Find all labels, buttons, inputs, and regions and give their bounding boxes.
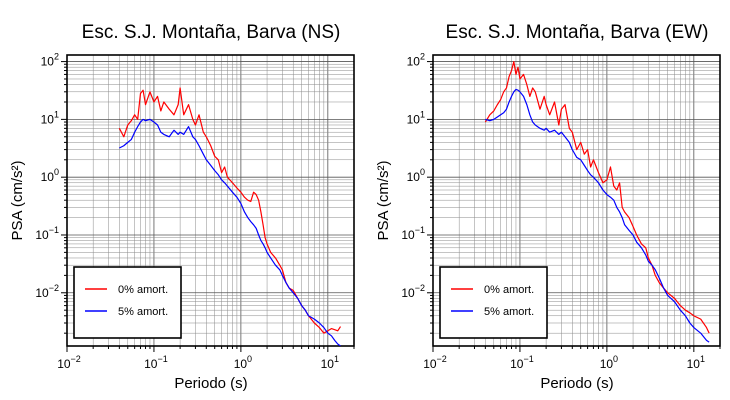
legend: 0% amort. 5% amort.	[73, 266, 182, 339]
series-line-0pct	[484, 60, 710, 334]
series-line-5pct	[119, 118, 341, 346]
x-tick-label: 10−1	[510, 354, 534, 371]
y-tick-label: 10−2	[401, 283, 425, 300]
chart-title: Esc. S.J. Montaña, Barva (EW)	[446, 22, 709, 43]
y-tick-label: 10−2	[35, 283, 59, 300]
x-tick-label: 100	[600, 354, 618, 371]
x-axis-label: Periodo (s)	[174, 375, 247, 392]
y-tick-label: 102	[41, 52, 59, 69]
series-group	[484, 60, 710, 343]
y-axis-label: PSA (cm/s²)	[9, 160, 26, 240]
y-tick-label: 10−1	[35, 225, 59, 242]
chart-panel-ew: Esc. S.J. Montaña, Barva (EW) 10−2 10−1 100…	[375, 22, 721, 392]
x-axis-label: Periodo (s)	[540, 375, 613, 392]
x-tick-label: 101	[321, 354, 339, 371]
y-tick-label: 100	[407, 167, 425, 184]
x-tick-label: 101	[687, 354, 705, 371]
series-group	[118, 87, 342, 346]
legend-label: 0% amort.	[484, 284, 534, 296]
x-tick-label: 10−1	[144, 354, 168, 371]
y-tick-label: 102	[407, 52, 425, 69]
x-tick-label: 10−2	[57, 354, 81, 371]
y-tick-label: 100	[41, 167, 59, 184]
legend: 0% amort. 5% amort.	[439, 266, 548, 339]
series-line-5pct	[485, 88, 710, 343]
x-tick-label: 100	[234, 354, 252, 371]
y-tick-label: 101	[41, 109, 59, 126]
chart-title: Esc. S.J. Montaña, Barva (NS)	[82, 22, 341, 43]
legend-label: 5% amort.	[118, 306, 168, 318]
legend-label: 5% amort.	[484, 306, 534, 318]
y-tick-label: 10−1	[401, 225, 425, 242]
x-tick-label: 10−2	[423, 354, 447, 371]
chart-panel-ns: Esc. S.J. Montaña, Barva (NS) 10−2 10−1 100…	[9, 22, 355, 392]
y-axis-label: PSA (cm/s²)	[375, 160, 392, 240]
legend-box	[439, 266, 548, 339]
y-tick-label: 101	[407, 109, 425, 126]
legend-box	[73, 266, 182, 339]
legend-label: 0% amort.	[118, 284, 168, 296]
